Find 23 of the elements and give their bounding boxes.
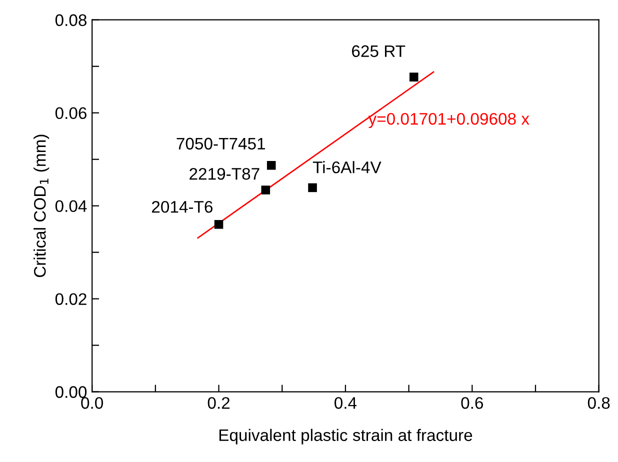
annotation: 625 RT [352,45,406,58]
x-axis-title: Equivalent plastic strain at fracture [219,428,472,444]
point [214,220,224,229]
annotation: 2014-T6 [152,200,212,213]
annotation: 7050-T7451 [176,138,265,150]
point [409,72,418,82]
point [308,183,317,192]
y-tick-label: 0.06 [55,107,86,120]
x-tick-label: 0.8 [588,397,610,409]
x-tick-label: 0.0 [81,397,104,409]
annotation: 2219-T87 [190,168,260,180]
y-tick-label: 0.04 [55,200,87,212]
y-axis-title: Critical COD$_{1}$ (mm) [34,134,50,278]
y-tick-label: 0.08 [55,14,86,26]
x-tick-label: 0.4 [334,397,357,409]
x-tick-label: 0.6 [461,397,484,409]
point [261,186,270,194]
y-tick-label: 0.00 [55,386,87,398]
y-tick-label: 0.02 [55,293,86,305]
annotation: y=0.01701+0.09608 x [368,112,530,128]
annotation: Ti-6Al-4V [312,161,382,174]
x-tick-label: 0.2 [208,397,230,409]
point [266,160,276,170]
